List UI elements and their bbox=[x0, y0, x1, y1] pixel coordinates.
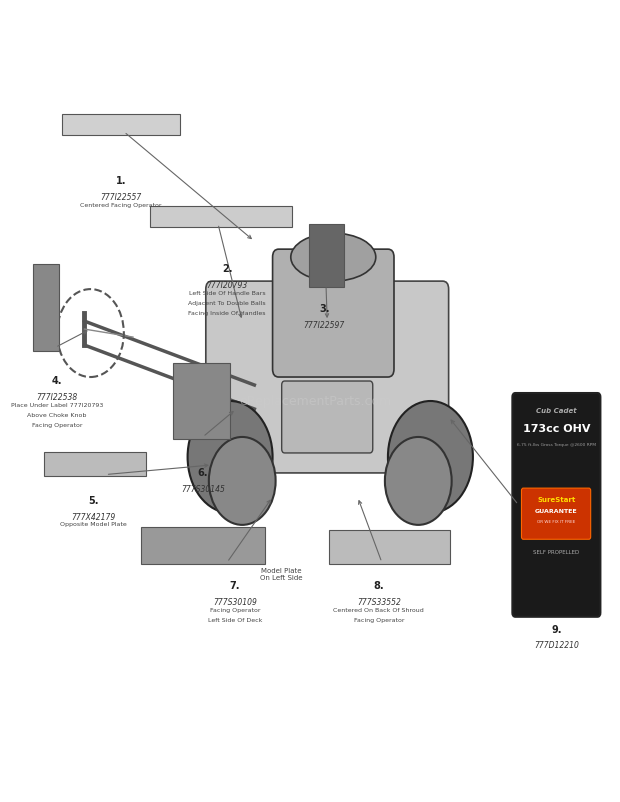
FancyBboxPatch shape bbox=[33, 264, 59, 350]
Text: SureStart: SureStart bbox=[537, 497, 575, 503]
Text: 8.: 8. bbox=[373, 581, 384, 591]
Text: 5.: 5. bbox=[88, 496, 99, 506]
Text: 3.: 3. bbox=[319, 304, 329, 314]
Text: Above Choke Knob: Above Choke Knob bbox=[27, 413, 87, 418]
Ellipse shape bbox=[291, 233, 376, 282]
Text: 7.: 7. bbox=[229, 581, 240, 591]
Text: 777X42179: 777X42179 bbox=[71, 513, 115, 522]
FancyBboxPatch shape bbox=[141, 527, 265, 564]
Text: Left Side Of Deck: Left Side Of Deck bbox=[208, 618, 262, 623]
Text: Cub Cadet: Cub Cadet bbox=[536, 408, 577, 415]
Text: 6.75 ft-lbs Gross Torque @2600 RPM: 6.75 ft-lbs Gross Torque @2600 RPM bbox=[517, 443, 596, 447]
Text: 777D12210: 777D12210 bbox=[534, 641, 579, 650]
Text: 777S30109: 777S30109 bbox=[213, 598, 257, 607]
Circle shape bbox=[385, 437, 451, 525]
FancyBboxPatch shape bbox=[62, 114, 180, 135]
Text: 1.: 1. bbox=[115, 176, 126, 186]
Text: SELF PROPELLED: SELF PROPELLED bbox=[533, 550, 580, 555]
FancyBboxPatch shape bbox=[329, 530, 450, 564]
FancyBboxPatch shape bbox=[173, 363, 230, 439]
Text: 9.: 9. bbox=[551, 626, 562, 635]
Text: Model Plate
On Left Side: Model Plate On Left Side bbox=[260, 568, 303, 581]
Text: Adjacent To Double Balls: Adjacent To Double Balls bbox=[188, 301, 266, 306]
Text: 173cc OHV: 173cc OHV bbox=[523, 424, 590, 434]
FancyBboxPatch shape bbox=[281, 381, 373, 453]
Text: Centered Facing Operator: Centered Facing Operator bbox=[80, 203, 162, 208]
Text: Left Side Of Handle Bars: Left Side Of Handle Bars bbox=[188, 290, 265, 296]
Text: GUARANTEE: GUARANTEE bbox=[535, 508, 578, 514]
Text: OR WE FIX IT FREE: OR WE FIX IT FREE bbox=[537, 520, 575, 525]
Text: 777I22557: 777I22557 bbox=[100, 193, 141, 202]
Text: 777S30145: 777S30145 bbox=[181, 485, 224, 494]
FancyBboxPatch shape bbox=[150, 206, 292, 227]
Text: Facing Inside Of Handles: Facing Inside Of Handles bbox=[188, 311, 266, 317]
FancyBboxPatch shape bbox=[44, 452, 146, 476]
Text: Facing Operator: Facing Operator bbox=[353, 618, 404, 623]
Circle shape bbox=[209, 437, 276, 525]
Text: 777I20793: 777I20793 bbox=[206, 282, 247, 290]
Text: 2.: 2. bbox=[222, 264, 232, 274]
FancyBboxPatch shape bbox=[273, 249, 394, 377]
FancyBboxPatch shape bbox=[512, 393, 600, 617]
Text: 6.: 6. bbox=[198, 468, 208, 478]
FancyBboxPatch shape bbox=[521, 488, 591, 539]
Text: Facing Operator: Facing Operator bbox=[210, 608, 260, 613]
Circle shape bbox=[388, 401, 473, 513]
Text: eReplacementParts.com: eReplacementParts.com bbox=[239, 395, 391, 407]
FancyBboxPatch shape bbox=[206, 282, 449, 473]
Text: 4.: 4. bbox=[52, 376, 63, 386]
FancyBboxPatch shape bbox=[309, 224, 344, 286]
Text: 777I22538: 777I22538 bbox=[37, 393, 78, 402]
Text: 777I22597: 777I22597 bbox=[304, 321, 345, 330]
Text: Place Under Label 777I20793: Place Under Label 777I20793 bbox=[11, 403, 104, 407]
Text: 777S33552: 777S33552 bbox=[357, 598, 401, 607]
Text: Opposite Model Plate: Opposite Model Plate bbox=[60, 522, 127, 528]
Circle shape bbox=[188, 401, 273, 513]
Text: Centered On Back Of Shroud: Centered On Back Of Shroud bbox=[334, 608, 424, 613]
Text: Facing Operator: Facing Operator bbox=[32, 423, 82, 428]
